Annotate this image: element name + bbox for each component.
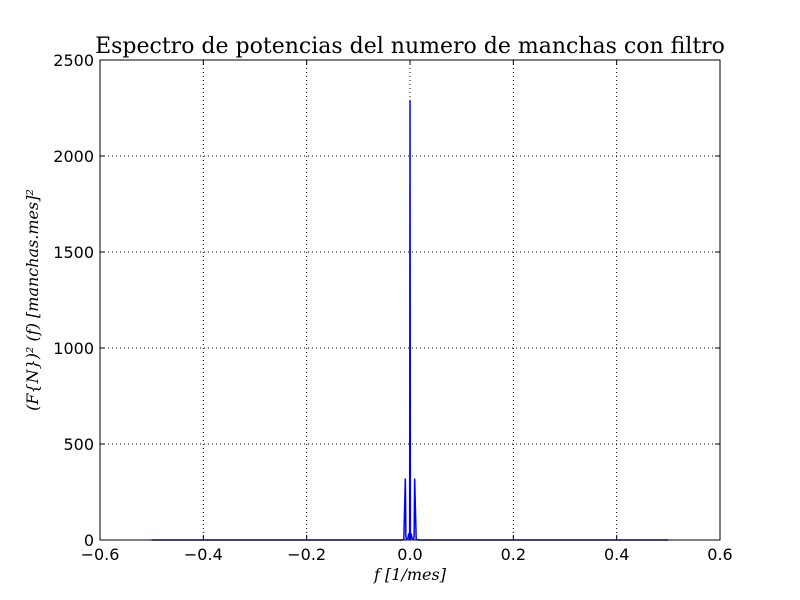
y-tick-label: 500 — [63, 435, 94, 454]
chart-title: Espectro de potencias del numero de manc… — [95, 34, 725, 59]
y-tick-label: 2500 — [53, 51, 94, 70]
series-line — [151, 100, 669, 541]
y-tick-label: 2000 — [53, 147, 94, 166]
x-tick-label: −0.4 — [184, 545, 223, 564]
series-layer — [151, 100, 669, 541]
x-tick-label: 0.4 — [604, 545, 629, 564]
x-tick-label: −0.6 — [81, 545, 120, 564]
y-tick-labels: 0 500 1000 1500 2000 2500 — [53, 51, 94, 550]
y-tick-label: 0 — [84, 531, 94, 550]
x-tick-label: 0.2 — [501, 545, 526, 564]
x-tick-label: 0.0 — [397, 545, 422, 564]
x-axis-label: f [1/mes] — [373, 565, 447, 584]
x-tick-label: −0.2 — [287, 545, 326, 564]
y-tick-label: 1500 — [53, 243, 94, 262]
y-tick-label: 1000 — [53, 339, 94, 358]
tick-marks — [99, 59, 721, 541]
y-axis-label: (F{N})² (f) [manchas.mes]² — [23, 189, 42, 411]
x-tick-label: 0.6 — [707, 545, 732, 564]
x-tick-labels: −0.6 −0.4 −0.2 0.0 0.2 0.4 0.6 — [81, 545, 733, 564]
